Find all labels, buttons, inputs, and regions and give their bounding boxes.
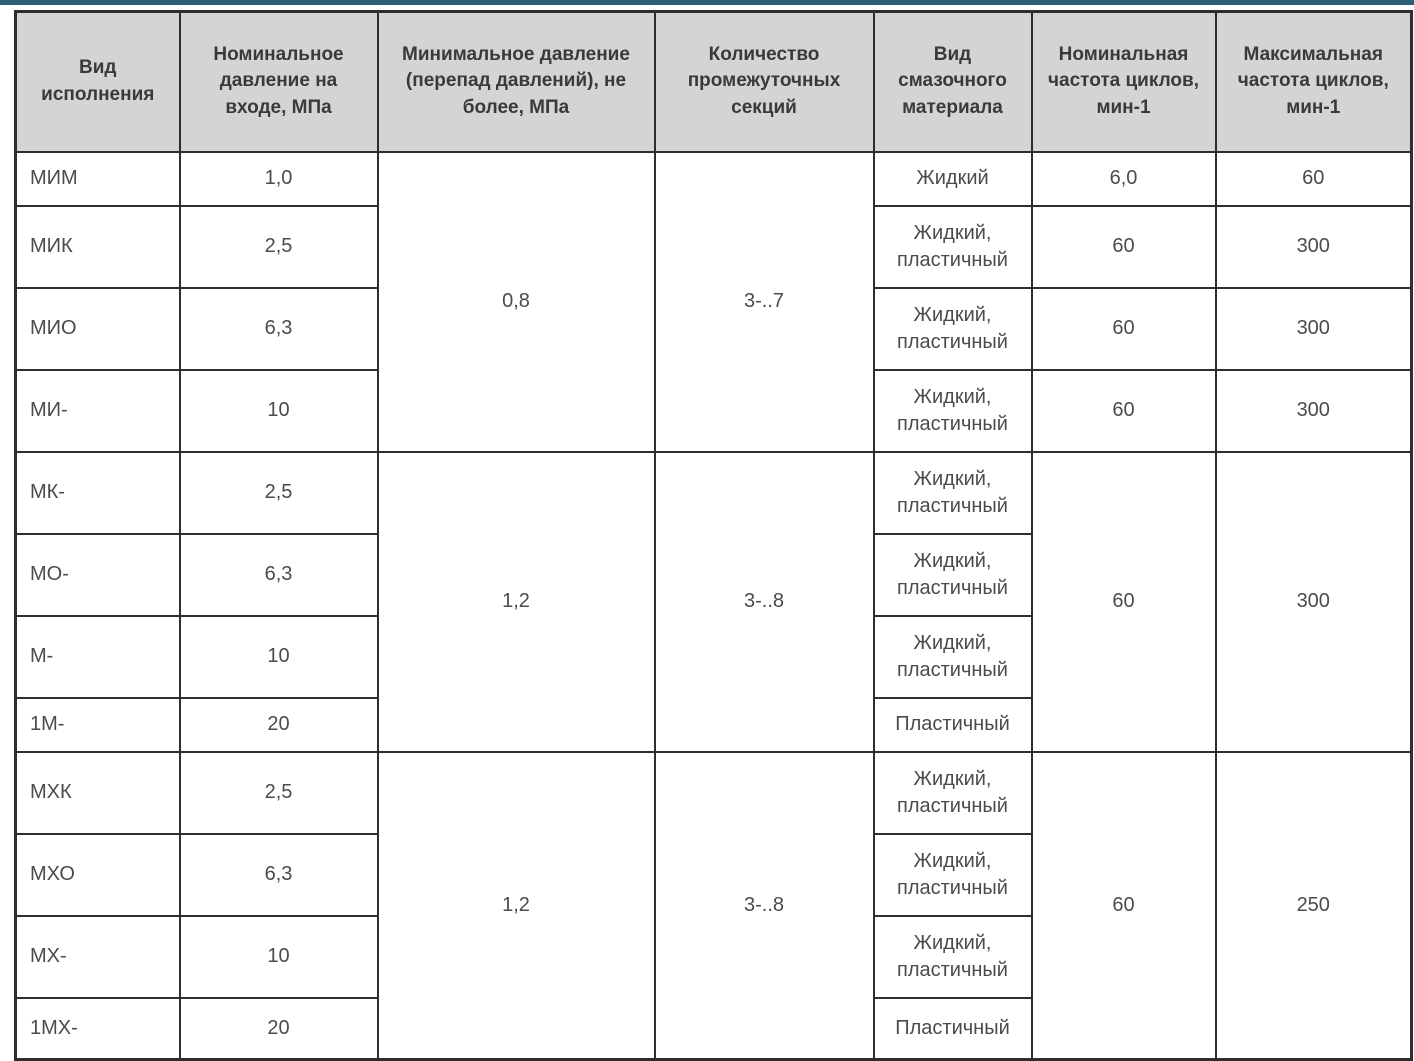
pressure-cell: 2,5 [178,450,379,535]
max-freq-cell: 300 [1214,368,1413,453]
table-row: МИ- 10 Жидкий, пластичный 60 300 [14,368,1413,453]
pressure-cell: 2,5 [178,204,379,289]
lubricant-cell: Жидкий, пластичный [872,614,1033,699]
model-cell: М- [14,614,181,699]
lubricant-cell: Пластичный [872,696,1033,753]
lubricant-cell: Жидкий, пластичный [872,532,1033,617]
model-cell: 1М- [14,696,181,753]
model-cell: МИО [14,286,181,371]
max-freq-cell: 60 [1214,150,1413,207]
lubricant-cell: Жидкий, пластичный [872,832,1033,917]
pressure-cell: 2,5 [178,750,379,835]
pressure-cell: 1,0 [178,150,379,207]
header-cell-max-freq: Максимальная частота циклов, мин-1 [1214,10,1413,153]
lubricant-cell: Жидкий, пластичный [872,914,1033,999]
min-pressure-cell: 1,2 [376,750,656,1061]
max-freq-cell: 300 [1214,286,1413,371]
pressure-cell: 10 [178,914,379,999]
max-freq-cell: 250 [1214,750,1413,1061]
model-cell: МХ- [14,914,181,999]
lubricant-cell: Жидкий, пластичный [872,286,1033,371]
max-freq-cell: 300 [1214,204,1413,289]
model-cell: МИМ [14,150,181,207]
model-cell: МО- [14,532,181,617]
lubricant-cell: Жидкий, пластичный [872,204,1033,289]
nominal-freq-cell: 60 [1030,368,1217,453]
header-cell-lubricant: Вид смазочного материала [872,10,1033,153]
model-cell: МИ- [14,368,181,453]
pressure-cell: 6,3 [178,532,379,617]
pressure-cell: 20 [178,996,379,1061]
lubricant-cell: Жидкий [872,150,1033,207]
specs-table: Вид исполнения Номинальное давление на в… [14,10,1413,1061]
lubricant-cell: Жидкий, пластичный [872,450,1033,535]
header-cell-model: Вид исполнения [14,10,181,153]
model-cell: МК- [14,450,181,535]
nominal-freq-cell: 60 [1030,204,1217,289]
nominal-freq-cell: 60 [1030,286,1217,371]
nominal-freq-cell: 60 [1030,450,1217,753]
sections-cell: 3-..8 [653,750,875,1061]
sections-cell: 3-..7 [653,150,875,453]
table-row: М- 10 Жидкий, пластичный [14,614,1412,699]
max-freq-cell: 300 [1214,450,1413,753]
specs-table-container: Вид исполнения Номинальное давление на в… [14,10,1413,1061]
model-cell: МХО [14,832,181,917]
table-row: МХК 2,5 1,2 3-..8 Жидкий, пластичный 60 … [14,750,1413,1061]
table-row: МО- 6,3 Жидкий, пластичный [14,532,1412,617]
table-row: МИО 6,3 Жидкий, пластичный 60 300 [14,286,1413,371]
model-cell: МХК [14,750,181,835]
model-cell: 1МХ- [14,996,181,1061]
sections-cell: 3-..8 [653,450,875,753]
table-row: 1М- 20 Пластичный [14,696,1412,753]
nominal-freq-cell: 6,0 [1030,150,1217,207]
model-cell: МИК [14,204,181,289]
pressure-cell: 20 [178,696,379,753]
lubricant-cell: Жидкий, пластичный [872,368,1033,453]
table-row: МК- 2,5 1,2 3-..8 Жидкий, пластичный 60 … [14,450,1413,753]
pressure-cell: 6,3 [178,832,379,917]
table-row: МХ- 10 Жидкий, пластичный [14,914,1412,999]
header-cell-sections: Количество промежуточных секций [653,10,875,153]
header-cell-nominal-freq: Номинальная частота циклов, мин-1 [1030,10,1217,153]
min-pressure-cell: 1,2 [376,450,656,753]
header-row: Вид исполнения Номинальное давление на в… [14,10,1413,153]
table-row: МИК 2,5 Жидкий, пластичный 60 300 [14,204,1413,289]
header-cell-min-pressure: Минимальное давление (перепад давлений),… [376,10,656,153]
min-pressure-cell: 0,8 [376,150,656,453]
pressure-cell: 10 [178,368,379,453]
pressure-cell: 6,3 [178,286,379,371]
nominal-freq-cell: 60 [1030,750,1217,1061]
table-row: МИМ 1,0 0,8 3-..7 Жидкий 6,0 60 [14,150,1413,453]
table-row: МХО 6,3 Жидкий, пластичный [14,832,1412,917]
lubricant-cell: Жидкий, пластичный [872,750,1033,835]
top-accent-bar [0,0,1414,5]
lubricant-cell: Пластичный [872,996,1033,1061]
header-cell-pressure: Номинальное давление на входе, МПа [178,10,379,153]
pressure-cell: 10 [178,614,379,699]
